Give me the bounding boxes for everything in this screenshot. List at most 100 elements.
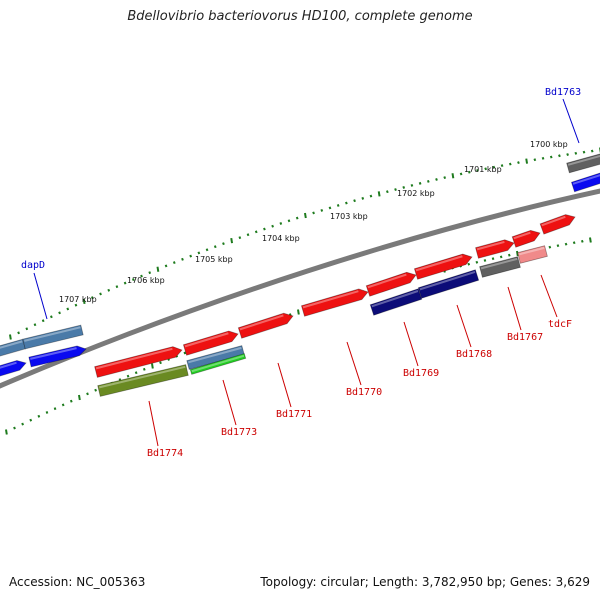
gene-bar-bd1773-fwd-highlight bbox=[184, 332, 229, 348]
inner-tick bbox=[5, 429, 8, 435]
outer-tick bbox=[271, 224, 274, 228]
outer-tick bbox=[107, 288, 111, 292]
gene-bar-bd1774-fwd-highlight bbox=[95, 347, 173, 370]
outer-tick bbox=[41, 319, 45, 323]
outer-tick bbox=[426, 179, 430, 183]
inner-tick bbox=[78, 394, 81, 401]
inner-tick bbox=[134, 371, 138, 375]
inner-tick bbox=[61, 403, 65, 407]
gene-labels: Bd1763 dapD Bd1774 Bd1773 Bd1771 Bd1770 … bbox=[21, 87, 581, 459]
outer-tick bbox=[197, 251, 201, 255]
outer-tick bbox=[369, 194, 373, 198]
scale-label-1706: 1706 kbp bbox=[127, 276, 165, 285]
scale-label-1703: 1703 kbp bbox=[330, 212, 368, 221]
outer-tick bbox=[508, 162, 512, 166]
inner-tick bbox=[159, 361, 162, 365]
gene-label-tdcf: tdcF bbox=[548, 319, 572, 330]
outer-tick bbox=[467, 170, 471, 174]
inner-tick bbox=[21, 422, 24, 426]
genome-summary-text: Topology: circular; Length: 3,782,950 bp… bbox=[260, 575, 590, 589]
scale-labels: 1700 kbp 1701 kbp 1702 kbp 1703 kbp 1704… bbox=[59, 140, 568, 304]
gene-bar-bd1774-fwd bbox=[94, 346, 183, 378]
outer-tick bbox=[435, 178, 438, 181]
gene-bar-left-blue bbox=[0, 360, 27, 377]
outer-tick bbox=[566, 153, 569, 156]
inner-tick bbox=[491, 257, 495, 261]
leader-dapd bbox=[33, 272, 48, 320]
outer-tick bbox=[50, 315, 53, 319]
gene-bar-bd1773-fwd bbox=[182, 330, 239, 356]
outer-tick bbox=[394, 188, 397, 191]
gene-bar-top-red-highlight bbox=[541, 215, 566, 227]
leader-bd1767 bbox=[507, 286, 522, 331]
outer-tick bbox=[476, 169, 479, 172]
inner-tick bbox=[126, 374, 130, 378]
inner-tick bbox=[297, 309, 300, 315]
outer-tick bbox=[213, 245, 217, 249]
gene-bar-bd1774-highlight bbox=[98, 365, 186, 389]
gene-bar-tdcf-highlight bbox=[518, 246, 545, 256]
outer-tick bbox=[66, 307, 70, 311]
gene-bar-top-gray bbox=[566, 153, 600, 174]
inner-tick bbox=[53, 407, 57, 411]
outer-tick bbox=[377, 191, 381, 197]
gene-bar-bd1767 bbox=[479, 256, 521, 278]
outer-tick bbox=[345, 201, 348, 205]
outer-tick bbox=[418, 181, 422, 185]
outer-tick bbox=[156, 266, 160, 272]
gene-bar-dapd-blue-highlight bbox=[30, 347, 77, 360]
accession-text: Accession: NC_005363 bbox=[9, 575, 146, 589]
gene-label-bd1773: Bd1773 bbox=[221, 427, 257, 438]
outer-tick bbox=[189, 254, 193, 258]
gene-bar-left-blue-highlight bbox=[0, 361, 17, 369]
inner-tick bbox=[183, 351, 187, 355]
outer-tick bbox=[254, 230, 258, 234]
label-leader-lines bbox=[33, 98, 580, 447]
outer-tick bbox=[582, 150, 586, 154]
leader-bd1769 bbox=[403, 321, 419, 367]
genome-backbone bbox=[0, 188, 600, 389]
scale-label-1702: 1702 kbp bbox=[397, 189, 435, 198]
outer-tick bbox=[205, 248, 209, 252]
gene-label-bd1774: Bd1774 bbox=[147, 448, 183, 459]
inner-tick bbox=[45, 411, 49, 414]
outer-tick bbox=[410, 183, 414, 187]
outer-tick bbox=[181, 257, 184, 261]
leader-bd1770 bbox=[346, 341, 362, 386]
outer-tick bbox=[115, 285, 119, 289]
outer-tick bbox=[230, 237, 234, 244]
leader-bd1763 bbox=[562, 98, 580, 144]
inner-tick bbox=[556, 244, 560, 248]
inner-tick bbox=[151, 363, 154, 369]
gene-bar-bd1769-fwd-highlight bbox=[367, 273, 407, 289]
outer-tick bbox=[123, 281, 127, 285]
gene-bar-top-gray-highlight bbox=[567, 154, 600, 166]
gene-bar-bd1770-highlight bbox=[302, 290, 359, 309]
inner-tick bbox=[572, 241, 576, 245]
outer-tick bbox=[525, 158, 529, 164]
outer-tick bbox=[500, 164, 504, 168]
scale-label-1700: 1700 kbp bbox=[530, 140, 568, 149]
outer-tick bbox=[140, 274, 143, 278]
scale-label-1704: 1704 kbp bbox=[262, 234, 300, 243]
outer-tick bbox=[99, 292, 102, 296]
outer-tick bbox=[402, 186, 406, 189]
outer-scale-ticks bbox=[9, 147, 600, 340]
gene-label-bd1763: Bd1763 bbox=[545, 87, 581, 98]
gene-bar-bd1763-blue bbox=[570, 172, 600, 193]
leader-bd1771 bbox=[277, 362, 292, 408]
gene-bar-tdcf bbox=[517, 245, 548, 264]
outer-tick bbox=[148, 271, 152, 275]
inner-tick bbox=[94, 388, 97, 392]
inner-tick bbox=[86, 392, 89, 396]
gene-bar-bd1771-highlight bbox=[239, 314, 284, 331]
gene-bar-tdcf-fwd-highlight bbox=[513, 231, 531, 240]
outer-tick bbox=[263, 227, 266, 231]
outer-tick bbox=[131, 278, 135, 282]
gene-bar-bd1769 bbox=[369, 288, 423, 316]
map-title: Bdellovibrio bacteriovorus HD100, comple… bbox=[127, 9, 473, 24]
outer-tick bbox=[484, 167, 488, 171]
inner-tick bbox=[548, 245, 552, 249]
inner-tick bbox=[13, 426, 16, 430]
